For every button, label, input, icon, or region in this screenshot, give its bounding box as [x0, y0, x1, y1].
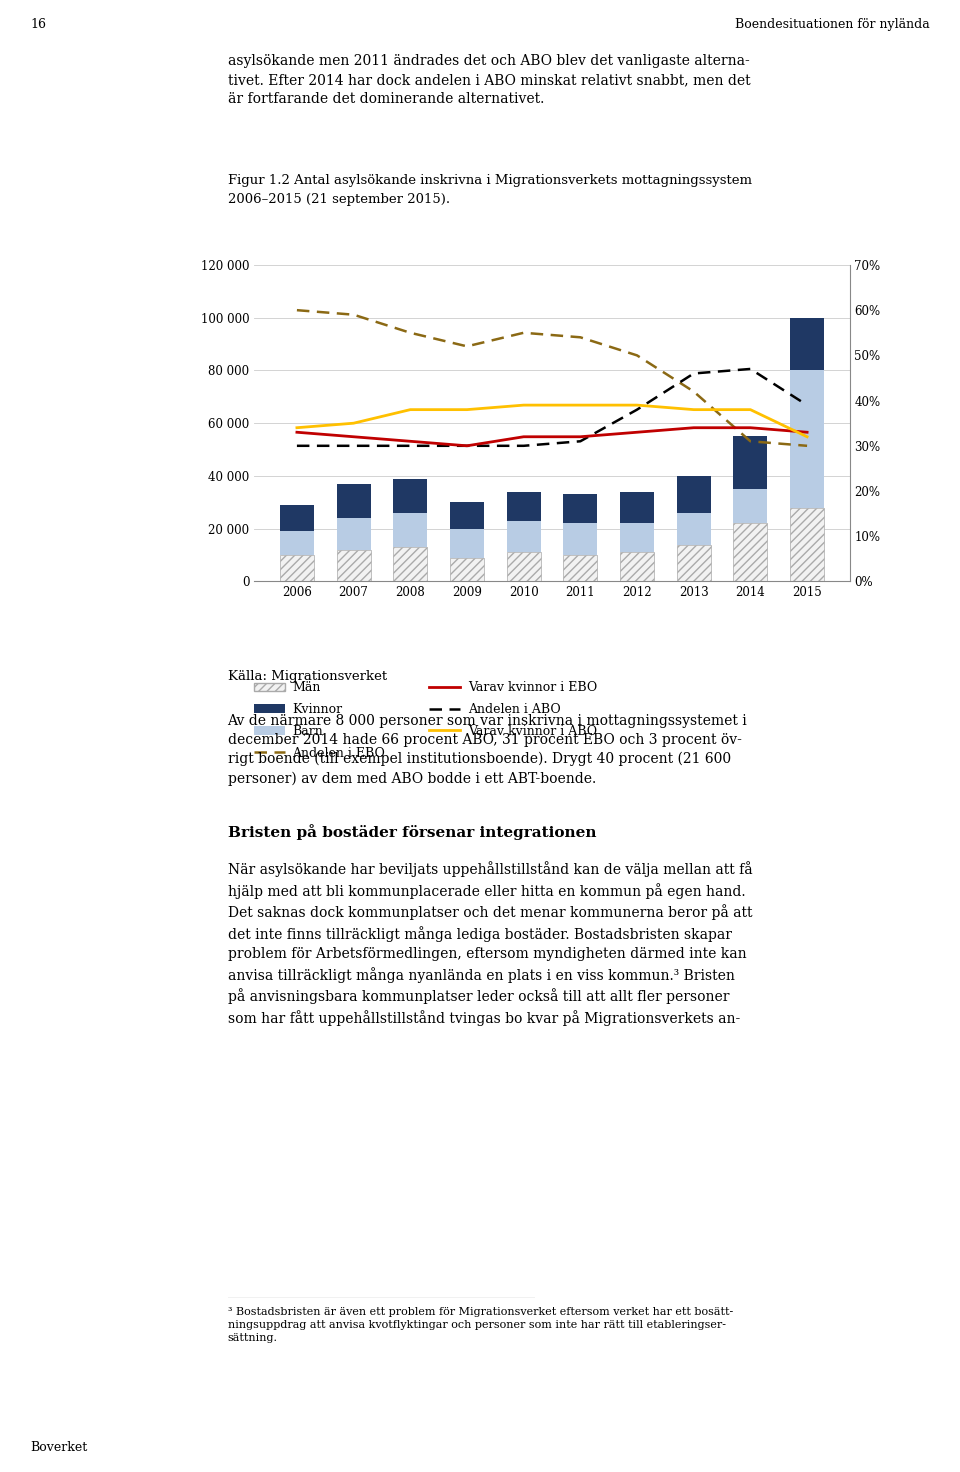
Bar [507, 521, 540, 552]
Bar [790, 318, 824, 371]
Bar [677, 512, 710, 545]
Bar [337, 484, 371, 518]
Text: 2006–2015 (21 september 2015).: 2006–2015 (21 september 2015). [228, 193, 449, 206]
Text: 16: 16 [31, 18, 47, 31]
Bar [620, 492, 654, 524]
Bar [394, 512, 427, 548]
Text: Bristen på bostäder försenar integrationen: Bristen på bostäder försenar integration… [228, 824, 596, 841]
Text: Boendesituationen för nylända: Boendesituationen för nylända [734, 18, 929, 31]
Bar [450, 502, 484, 528]
Bar [507, 552, 540, 581]
Text: Av de närmare 8 000 personer som var inskrivna i mottagningssystemet i
december : Av de närmare 8 000 personer som var ins… [228, 714, 747, 786]
Bar [677, 545, 710, 581]
Bar [280, 505, 314, 531]
Bar [507, 492, 540, 521]
Bar [790, 371, 824, 508]
Bar [394, 478, 427, 512]
Text: Figur 1.2 Antal asylsökande inskrivna i Migrationsverkets mottagningssystem: Figur 1.2 Antal asylsökande inskrivna i … [228, 174, 752, 187]
Text: Boverket: Boverket [31, 1441, 88, 1454]
Bar [280, 531, 314, 555]
Bar [564, 524, 597, 555]
Bar [450, 528, 484, 558]
Text: ³ Bostadsbristen är även ett problem för Migrationsverket eftersom verket har et: ³ Bostadsbristen är även ett problem för… [228, 1307, 732, 1342]
Text: asylsökande men 2011 ändrades det och ABO blev det vanligaste alterna-
tivet. Ef: asylsökande men 2011 ändrades det och AB… [228, 54, 750, 106]
Bar [337, 551, 371, 581]
Bar [733, 489, 767, 524]
Bar [733, 436, 767, 489]
Bar [677, 475, 710, 512]
Bar [337, 518, 371, 551]
Text: När asylsökande har beviljats uppehållstillstånd kan de välja mellan att få
hjäl: När asylsökande har beviljats uppehållst… [228, 861, 752, 1026]
Bar [564, 495, 597, 524]
Bar [620, 524, 654, 552]
Bar [280, 555, 314, 581]
Text: Källa: Migrationsverket: Källa: Migrationsverket [228, 670, 387, 683]
Bar [564, 555, 597, 581]
Bar [450, 558, 484, 581]
Bar [620, 552, 654, 581]
Bar [733, 524, 767, 581]
Bar [394, 548, 427, 581]
Bar [790, 508, 824, 581]
Legend: Män, Kvinnor, Barn, Andelen i EBO, Varav kvinnor i EBO, Andelen i ABO, Varav kvi: Män, Kvinnor, Barn, Andelen i EBO, Varav… [249, 676, 602, 764]
